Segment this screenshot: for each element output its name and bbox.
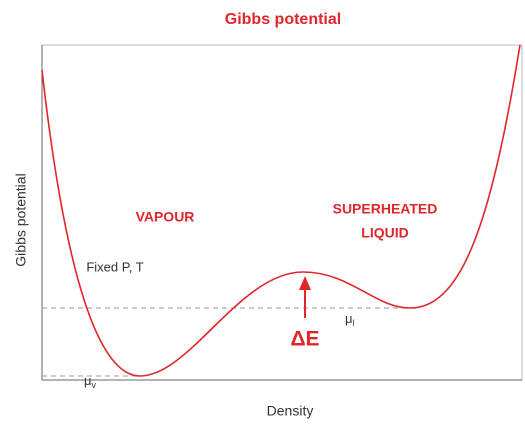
subscript: l [353, 318, 355, 328]
symbol: μ [345, 311, 353, 326]
vapour-label: VAPOUR [136, 209, 195, 225]
mu-v-label: μv [84, 373, 97, 390]
x-axis-label: Density [267, 403, 314, 419]
barrier-label: ΔE [290, 328, 319, 351]
conditions-label: Fixed P, T [86, 259, 143, 274]
y-axis-label: Gibbs potential [13, 173, 29, 266]
liquid-label: LIQUID [361, 225, 408, 241]
title: Gibbs potential [225, 11, 341, 28]
subscript: v [92, 380, 97, 390]
symbol: μ [84, 373, 92, 388]
plot-frame [41, 44, 523, 381]
potential-curve [41, 44, 521, 377]
arrow-head [299, 276, 311, 290]
mu-l-label: μl [345, 311, 355, 328]
liquid-label: SUPERHEATED [333, 201, 438, 217]
